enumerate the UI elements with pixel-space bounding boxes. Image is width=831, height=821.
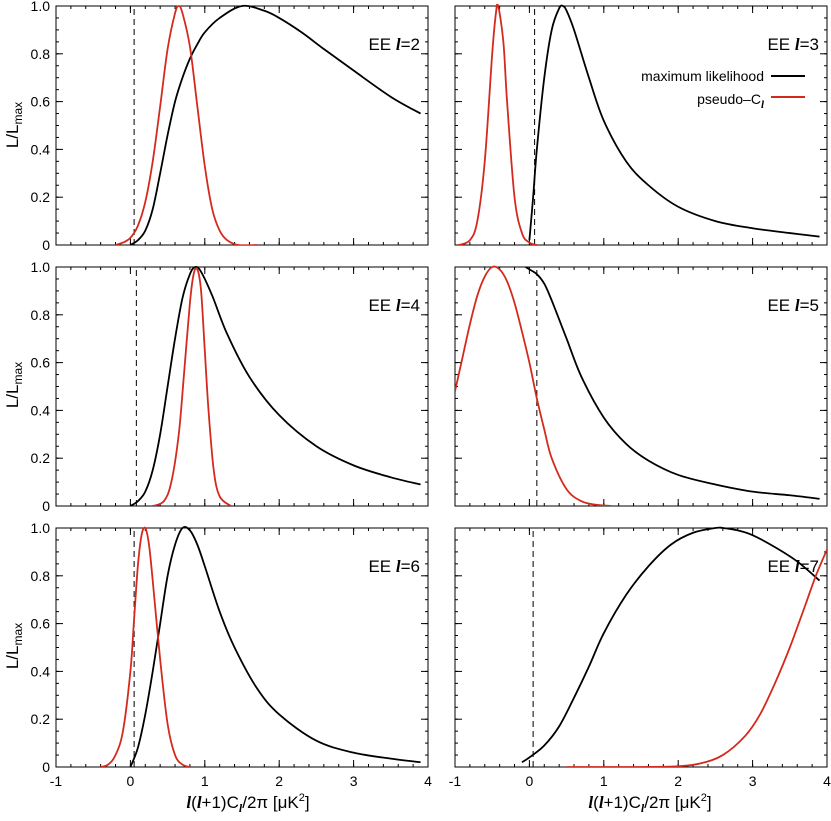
y-tick-label: 0.4 — [31, 141, 51, 157]
y-tick-label: 0.8 — [31, 568, 51, 584]
y-tick-label: 0 — [42, 759, 50, 775]
panel-6: -1 0 1 2 3 400.20.40.60.81.0EE l=6 — [31, 520, 433, 789]
x-axis-label-right: l(l+1)Cl/2π [μK2] — [588, 792, 711, 815]
y-tick-label: 0.8 — [31, 307, 51, 323]
x-tick-label: 0 — [526, 773, 534, 789]
x-tick-label: -1 — [50, 773, 63, 789]
series-pseudo-cl — [458, 4, 538, 245]
y-tick-label: 0 — [42, 498, 50, 514]
panel-label: EE l=3 — [767, 35, 819, 54]
panel-grid: 0 0.2 0.4 0.6 0.8 1.0 EE l=2 EE l=3 0 0.2 0.4 0.6 0.… — [31, 0, 831, 789]
legend: maximum likelihood pseudo–Cl — [641, 68, 805, 111]
x-tick-label: 2 — [674, 773, 682, 789]
x-tick-label: 0 — [127, 773, 135, 789]
y-tick-label: 0 — [42, 237, 50, 253]
y-tick-label: 0.6 — [31, 94, 51, 110]
y-tick-label: 0.2 — [31, 189, 51, 205]
x-tick-label: 4 — [823, 773, 831, 789]
series-maximum-likelihood — [521, 526, 821, 763]
series-pseudo-cl — [566, 549, 827, 767]
panel-2: 0 0.2 0.4 0.6 0.8 1.0 EE l=2 — [31, 0, 429, 253]
y-tick-label: 0.2 — [31, 450, 51, 466]
y-tick-label: 1.0 — [31, 0, 51, 14]
y-axis-label-bottom: L/Lmax — [3, 623, 25, 669]
panel-label: EE l=6 — [368, 557, 420, 576]
panel-label: EE l=5 — [767, 296, 819, 315]
series-pseudo-cl — [455, 265, 612, 506]
y-tick-label: 0.6 — [31, 616, 51, 632]
legend-label-pcl: pseudo–Cl — [697, 91, 765, 111]
y-tick-label: 0.4 — [31, 402, 51, 418]
y-tick-label: 0.6 — [31, 355, 51, 371]
y-tick-label: 1.0 — [31, 259, 51, 275]
series-maximum-likelihood — [528, 4, 820, 241]
panel-label: EE l=7 — [767, 557, 819, 576]
legend-label-ml: maximum likelihood — [641, 68, 764, 84]
panel-4: 0 0.2 0.4 0.6 0.8 1.0 EE l=4 — [31, 259, 429, 514]
x-tick-label: 2 — [275, 773, 283, 789]
series-pseudo-cl — [115, 5, 257, 245]
x-tick-label: 3 — [350, 773, 358, 789]
y-tick-label: 1.0 — [31, 520, 51, 536]
y-tick-label: 0.8 — [31, 46, 51, 62]
y-tick-label: 0.4 — [31, 663, 51, 679]
series-maximum-likelihood — [129, 4, 422, 245]
series-maximum-likelihood — [129, 526, 421, 767]
panel-3: EE l=3 — [454, 4, 828, 246]
panel-label: EE l=2 — [368, 35, 420, 54]
panel-label: EE l=4 — [368, 296, 420, 315]
series-pseudo-cl — [152, 267, 232, 506]
y-axis-label-middle: L/Lmax — [3, 362, 25, 408]
panel-7: -1 0 1 2 3 4 EE l=7 — [449, 526, 831, 789]
x-tick-label: 4 — [424, 773, 432, 789]
x-tick-label: 1 — [201, 773, 209, 789]
panel-5: EE l=5 — [454, 265, 828, 507]
x-axis-label-left: l(l+1)Cl/2π [μK2] — [186, 792, 309, 815]
series-pseudo-cl — [100, 526, 191, 767]
x-tick-label: -1 — [449, 773, 462, 789]
y-axis-label-top: L/Lmax — [3, 102, 25, 148]
x-tick-label: 3 — [749, 773, 757, 789]
series-maximum-likelihood — [129, 265, 421, 506]
series-maximum-likelihood — [525, 266, 820, 500]
x-tick-label: 1 — [600, 773, 608, 789]
y-tick-label: 0.2 — [31, 711, 51, 727]
